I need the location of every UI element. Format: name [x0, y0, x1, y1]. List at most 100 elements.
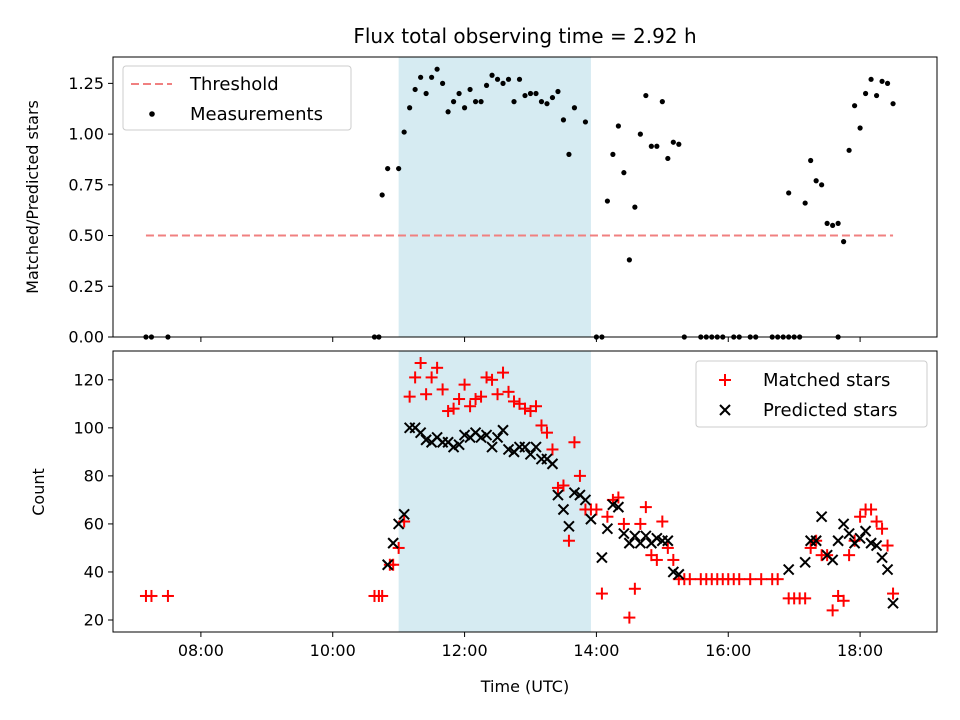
predicted-star-marker	[414, 426, 427, 439]
predicted-star-marker	[782, 563, 795, 576]
matched-star-marker	[601, 510, 614, 523]
measurement-point	[643, 92, 649, 99]
measurement-point	[566, 151, 572, 157]
measurement-point	[873, 92, 880, 99]
top-y-tick-label: 0.25	[68, 277, 104, 296]
predicted-star-marker	[623, 537, 636, 549]
predicted-star-marker	[486, 441, 498, 453]
measurement-point	[819, 182, 825, 188]
bottom-plot-frame	[112, 350, 938, 633]
measurement-point	[610, 151, 616, 157]
legend-matched-label: Matched stars	[763, 370, 890, 391]
matched-star-marker	[650, 553, 663, 566]
matched-star-marker	[557, 479, 570, 492]
top-y-tick-label: 0.50	[68, 226, 104, 245]
matched-star-marker	[590, 503, 603, 516]
measurement-point	[676, 141, 682, 147]
predicted-star-marker	[563, 520, 575, 533]
matched-star-marker	[540, 426, 553, 439]
top-y-axis: 0.00 0.25 0.50 0.75 1.00 1.25	[68, 74, 113, 347]
predicted-star-marker	[519, 441, 531, 453]
measurement-point	[802, 200, 808, 206]
measurement-point	[879, 78, 885, 84]
matched-star-marker	[491, 388, 504, 401]
matched-star-marker	[595, 587, 608, 600]
measurement-point	[824, 220, 830, 226]
measurement-point	[434, 66, 440, 72]
matched-star-marker	[562, 534, 575, 547]
measurement-point	[472, 99, 479, 105]
predicted-star-marker	[887, 597, 899, 609]
predicted-star-marker	[799, 556, 811, 569]
top-chart-title: Flux total observing time = 2.92 h	[353, 24, 696, 48]
matched-star-marker	[683, 573, 696, 586]
measurement-point	[533, 90, 539, 97]
measurement-point	[494, 76, 501, 82]
bottom-x-tick-label: 10:00	[310, 641, 356, 660]
predicted-star-marker	[832, 535, 844, 547]
predicted-star-marker	[612, 501, 625, 513]
measurement-point	[615, 123, 621, 129]
matched-star-marker	[639, 501, 652, 514]
predicted-star-marker	[491, 431, 504, 444]
matched-star-marker	[771, 573, 784, 586]
bottom-y-tick-label: 60	[84, 514, 104, 533]
bottom-legend-box	[695, 360, 928, 428]
matched-star-marker	[420, 388, 433, 401]
measurement-point	[522, 92, 528, 99]
measurement-point	[385, 165, 391, 172]
predicted-star-marker	[881, 563, 894, 576]
measurement-point	[396, 165, 402, 172]
bottom-legend: Matched stars Predicted stars	[695, 360, 928, 428]
measurement-point	[500, 80, 506, 86]
matched-star-marker	[881, 539, 894, 552]
matched-star-marker	[508, 395, 521, 408]
measurement-point	[604, 198, 611, 204]
bottom-y-tick-label: 80	[84, 466, 104, 485]
measurement-point	[841, 239, 847, 245]
predicted-star-marker	[673, 568, 685, 581]
measurement-point	[665, 155, 671, 162]
predicted-star-marker	[530, 441, 542, 453]
matched-star-marker	[376, 589, 389, 602]
predicted-star-markers	[381, 422, 899, 609]
matched-star-marker	[387, 558, 400, 571]
legend-measurements-swatch	[149, 111, 155, 117]
matched-star-marker	[667, 553, 680, 566]
matched-star-marker	[529, 400, 542, 413]
predicted-star-marker	[876, 551, 888, 564]
predicted-star-marker	[601, 523, 614, 535]
top-y-tick-label: 0.75	[68, 175, 104, 194]
matched-star-markers	[139, 357, 900, 624]
bottom-y-tick-label: 40	[84, 562, 104, 581]
measurement-point	[527, 90, 534, 97]
top-y-tick-label: 1.25	[68, 74, 104, 93]
measurement-point	[555, 88, 561, 95]
predicted-star-marker	[453, 438, 465, 451]
predicted-star-marker	[392, 518, 405, 530]
bottom-x-axis: 08:00 10:00 12:00 14:00 16:00 18:00	[178, 632, 883, 660]
predicted-star-marker	[480, 429, 493, 441]
measurement-point	[648, 143, 654, 149]
measurement-point	[862, 90, 869, 97]
matched-star-marker	[546, 443, 559, 456]
matched-star-marker	[661, 541, 674, 554]
matched-star-marker	[870, 515, 883, 528]
matched-star-marker	[799, 592, 812, 605]
matched-star-marker	[161, 589, 174, 602]
bottom-x-tick-label: 18:00	[837, 641, 883, 660]
measurement-point	[379, 192, 385, 198]
predicted-star-marker	[552, 489, 564, 501]
matched-star-marker	[551, 481, 564, 494]
matched-star-marker	[497, 366, 510, 379]
measurement-point	[846, 147, 852, 153]
matched-star-marker	[826, 604, 839, 617]
matched-star-marker	[458, 378, 471, 391]
bottom-x-tick-label: 12:00	[442, 641, 488, 660]
matched-star-marker	[502, 385, 515, 398]
bottom-y-tick-label: 120	[73, 370, 104, 389]
matched-star-marker	[475, 390, 488, 403]
bottom-y-tick-label: 20	[84, 610, 104, 629]
matched-star-marker	[628, 582, 641, 595]
bottom-x-tick-label: 08:00	[178, 641, 224, 660]
